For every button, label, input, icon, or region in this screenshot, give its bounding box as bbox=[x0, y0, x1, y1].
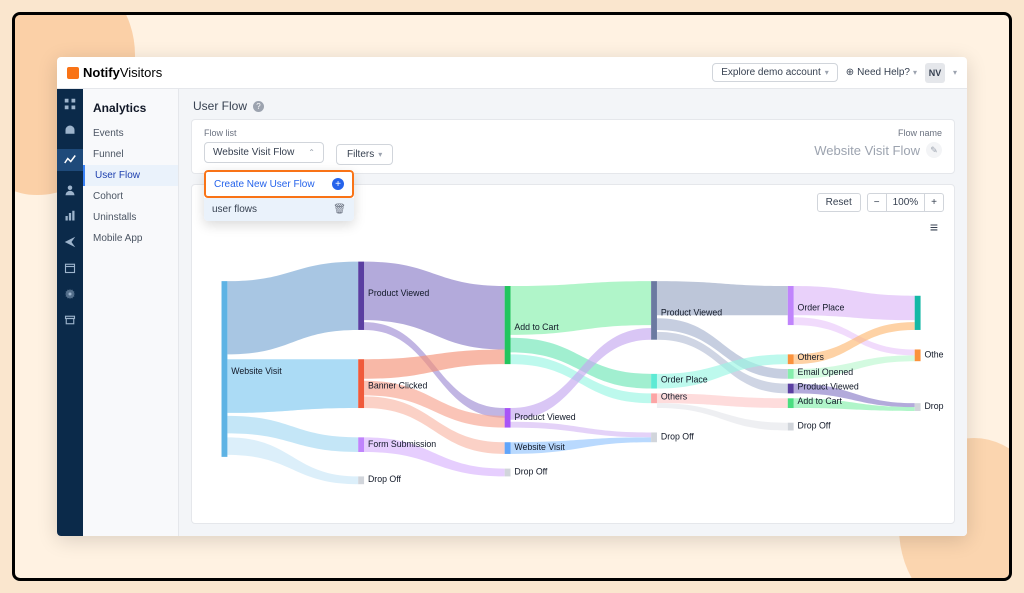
plus-icon: + bbox=[332, 178, 344, 190]
flow-option-label: user flows bbox=[212, 204, 257, 215]
sankey-chart: Reset − 100% + ≡ Website VisitProduct Vi… bbox=[191, 184, 955, 524]
controls-bar: Flow list Website Visit Flow ⌃ Create Ne… bbox=[191, 119, 955, 174]
reset-button[interactable]: Reset bbox=[817, 193, 861, 212]
flow-list-dropdown-menu: Create New User Flow + user flows 🗑 bbox=[204, 170, 354, 221]
chevron-down-icon: ▾ bbox=[378, 150, 382, 159]
flow-list-dropdown[interactable]: Website Visit Flow ⌃ bbox=[204, 142, 324, 163]
rail-item-dashboard[interactable] bbox=[63, 123, 77, 137]
main-content: User Flow ? Flow list Website Visit Flow… bbox=[179, 89, 967, 536]
zoom-control: − 100% + bbox=[867, 193, 944, 212]
sidebar: Analytics EventsFunnelUser FlowCohortUni… bbox=[83, 89, 179, 536]
svg-text:Add to Cart: Add to Cart bbox=[514, 322, 559, 332]
svg-text:Product Viewed: Product Viewed bbox=[798, 382, 859, 392]
rail-item-grid[interactable] bbox=[63, 97, 77, 111]
rail-item-calendar[interactable] bbox=[63, 261, 77, 275]
svg-text:Product Viewed: Product Viewed bbox=[368, 288, 429, 298]
svg-text:Drop Off: Drop Off bbox=[661, 431, 695, 441]
sidebar-title: Analytics bbox=[83, 97, 178, 123]
sidebar-item-mobile-app[interactable]: Mobile App bbox=[83, 228, 178, 249]
help-icon[interactable]: ? bbox=[253, 101, 264, 112]
brand-icon bbox=[67, 67, 79, 79]
topbar: NotifyVisitors Explore demo account ▾ ⊕ … bbox=[57, 57, 967, 89]
chevron-down-icon: ▾ bbox=[825, 68, 829, 77]
rail-item-settings[interactable] bbox=[63, 287, 77, 301]
svg-text:Others: Others bbox=[798, 352, 825, 362]
page-header: User Flow ? bbox=[179, 89, 967, 119]
create-new-label: Create New User Flow bbox=[214, 179, 315, 190]
svg-text:Website Visit: Website Visit bbox=[231, 366, 282, 376]
svg-text:Product Viewed: Product Viewed bbox=[514, 412, 575, 422]
svg-text:Drop Off: Drop Off bbox=[798, 421, 832, 431]
help-target-icon: ⊕ bbox=[846, 67, 854, 78]
flow-list-value: Website Visit Flow bbox=[213, 147, 294, 158]
flow-list-label: Flow list bbox=[204, 128, 324, 138]
chevron-down-icon[interactable]: ▾ bbox=[953, 68, 957, 77]
flow-name-label: Flow name bbox=[814, 128, 942, 138]
chevron-down-icon: ⌃ bbox=[308, 148, 315, 157]
need-help-link[interactable]: ⊕ Need Help? ▾ bbox=[846, 67, 917, 78]
svg-text:Drop Off: Drop Off bbox=[368, 474, 402, 484]
svg-text:Drop Off: Drop Off bbox=[514, 466, 548, 476]
svg-text:Others: Others bbox=[924, 349, 944, 359]
explore-demo-button[interactable]: Explore demo account ▾ bbox=[712, 63, 838, 82]
svg-text:Add to Cart: Add to Cart bbox=[798, 396, 843, 406]
sidebar-item-user-flow[interactable]: User Flow bbox=[83, 165, 178, 186]
chevron-down-icon: ▾ bbox=[913, 68, 917, 77]
sidebar-item-funnel[interactable]: Funnel bbox=[83, 144, 178, 165]
rail-item-analytics[interactable] bbox=[57, 149, 83, 171]
svg-text:Website Visit: Website Visit bbox=[514, 442, 565, 452]
filters-button[interactable]: Filters ▾ bbox=[336, 144, 393, 165]
nav-rail bbox=[57, 89, 83, 536]
svg-text:Order Place: Order Place bbox=[798, 302, 845, 312]
filters-label: Filters bbox=[347, 149, 374, 160]
chart-toolbar: Reset − 100% + bbox=[817, 193, 944, 212]
flow-name-value: Website Visit Flow bbox=[814, 143, 920, 158]
explore-demo-label: Explore demo account bbox=[721, 67, 821, 78]
user-avatar[interactable]: NV bbox=[925, 63, 945, 83]
rail-item-reports[interactable] bbox=[63, 209, 77, 223]
brand-logo: NotifyVisitors bbox=[67, 65, 162, 80]
edit-icon[interactable]: ✎ bbox=[926, 142, 942, 158]
sidebar-item-uninstalls[interactable]: Uninstalls bbox=[83, 207, 178, 228]
sidebar-item-events[interactable]: Events bbox=[83, 123, 178, 144]
brand-text-1: Notify bbox=[83, 65, 120, 80]
zoom-in-button[interactable]: + bbox=[925, 194, 943, 211]
svg-text:Form Submission: Form Submission bbox=[368, 439, 436, 449]
svg-text:Banner Clicked: Banner Clicked bbox=[368, 381, 428, 391]
svg-text:Product Viewed: Product Viewed bbox=[661, 307, 722, 317]
rail-item-archive[interactable] bbox=[63, 313, 77, 327]
sidebar-item-cohort[interactable]: Cohort bbox=[83, 186, 178, 207]
brand-text-2: Visitors bbox=[120, 65, 162, 80]
need-help-label: Need Help? bbox=[857, 67, 910, 78]
create-new-flow-option[interactable]: Create New User Flow + bbox=[204, 170, 354, 198]
page-title: User Flow bbox=[193, 99, 247, 113]
app-window: NotifyVisitors Explore demo account ▾ ⊕ … bbox=[57, 57, 967, 536]
trash-icon[interactable]: 🗑 bbox=[333, 204, 346, 215]
flow-option-user-flows[interactable]: user flows 🗑 bbox=[204, 198, 354, 221]
rail-item-send[interactable] bbox=[63, 235, 77, 249]
rail-item-users[interactable] bbox=[63, 183, 77, 197]
zoom-out-button[interactable]: − bbox=[868, 194, 886, 211]
svg-text:Others: Others bbox=[661, 391, 688, 401]
svg-text:Drop Off: Drop Off bbox=[924, 401, 944, 411]
svg-text:Order Place: Order Place bbox=[661, 375, 708, 385]
zoom-level: 100% bbox=[886, 194, 926, 211]
svg-text:Email Opened: Email Opened bbox=[798, 367, 854, 377]
